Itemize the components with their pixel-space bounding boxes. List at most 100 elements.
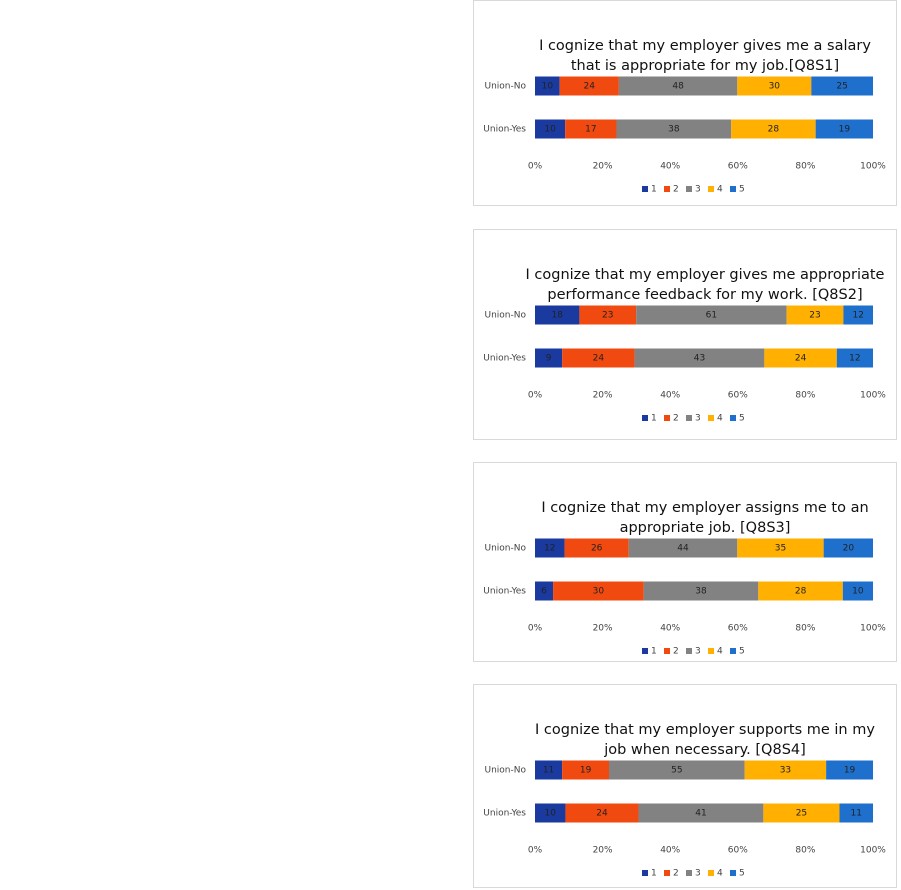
data-label: 6 xyxy=(541,587,547,597)
legend-label: 3 xyxy=(695,869,701,879)
data-label: 17 xyxy=(585,125,596,135)
legend-swatch xyxy=(664,648,670,654)
x-tick-label: 100% xyxy=(860,846,886,856)
data-label: 28 xyxy=(795,587,807,597)
data-label: 38 xyxy=(695,587,707,597)
bar-segment xyxy=(764,348,837,368)
legend-swatch xyxy=(686,648,692,654)
data-label: 11 xyxy=(851,809,862,819)
data-label: 12 xyxy=(849,354,860,364)
category-label: Union-No xyxy=(485,544,527,554)
legend-swatch xyxy=(642,186,648,192)
bar-segment xyxy=(535,76,560,96)
bar-segment xyxy=(562,760,610,780)
legend-swatch xyxy=(730,415,736,421)
legend-swatch xyxy=(642,648,648,654)
data-label: 24 xyxy=(593,354,605,364)
bar-segment xyxy=(559,76,619,96)
x-tick-label: 100% xyxy=(860,391,886,401)
legend-swatch xyxy=(642,415,648,421)
bar-segment xyxy=(579,305,637,325)
x-tick-label: 60% xyxy=(728,391,748,401)
x-tick-label: 40% xyxy=(660,624,680,634)
legend-swatch xyxy=(730,648,736,654)
legend-label: 5 xyxy=(739,869,745,879)
bar-segment xyxy=(553,581,644,601)
category-label: Union-No xyxy=(485,311,527,321)
legend-label: 3 xyxy=(695,185,701,195)
legend-swatch xyxy=(730,186,736,192)
category-label: Union-Yes xyxy=(483,809,526,819)
bar-segment xyxy=(737,76,812,96)
x-tick-label: 60% xyxy=(728,624,748,634)
bar-segment xyxy=(535,803,566,823)
legend-label: 3 xyxy=(695,647,701,657)
bar-segment xyxy=(638,803,764,823)
data-label: 25 xyxy=(836,82,847,92)
bar-segment xyxy=(826,760,873,780)
legend-swatch xyxy=(664,415,670,421)
x-tick-label: 80% xyxy=(795,162,815,172)
x-tick-label: 0% xyxy=(528,846,543,856)
legend-swatch xyxy=(686,415,692,421)
data-label: 10 xyxy=(852,587,864,597)
bar-segment xyxy=(839,803,873,823)
legend-label: 1 xyxy=(651,414,657,424)
bar-segment xyxy=(628,538,738,558)
data-label: 12 xyxy=(852,311,863,321)
legend-label: 4 xyxy=(717,647,723,657)
legend-swatch xyxy=(708,186,714,192)
data-label: 23 xyxy=(809,311,820,321)
data-label: 10 xyxy=(544,125,556,135)
data-label: 23 xyxy=(602,311,613,321)
category-label: Union-Yes xyxy=(483,587,526,597)
x-tick-label: 80% xyxy=(795,391,815,401)
legend-label: 4 xyxy=(717,185,723,195)
data-label: 30 xyxy=(593,587,605,597)
category-label: Union-Yes xyxy=(483,354,526,364)
data-label: 24 xyxy=(795,354,807,364)
data-label: 41 xyxy=(695,809,706,819)
bar-segment xyxy=(535,760,563,780)
category-label: Union-No xyxy=(485,82,527,92)
data-label: 48 xyxy=(672,82,684,92)
legend-label: 4 xyxy=(717,414,723,424)
x-tick-label: 60% xyxy=(728,162,748,172)
chart-box xyxy=(473,0,897,206)
chart-box xyxy=(473,462,897,662)
chart-box xyxy=(473,684,897,888)
x-tick-label: 20% xyxy=(593,391,613,401)
bar-segment xyxy=(609,760,745,780)
data-label: 61 xyxy=(706,311,717,321)
legend-swatch xyxy=(642,870,648,876)
x-tick-label: 60% xyxy=(728,846,748,856)
legend-label: 1 xyxy=(651,869,657,879)
bar-segment xyxy=(731,119,816,139)
legend-label: 2 xyxy=(673,647,679,657)
x-tick-label: 100% xyxy=(860,162,886,172)
chart-title: I cognize that my employer gives me a sa… xyxy=(539,38,871,74)
data-label: 25 xyxy=(796,809,807,819)
data-label: 10 xyxy=(542,82,554,92)
legend-swatch xyxy=(686,870,692,876)
legend-swatch xyxy=(664,870,670,876)
bar-segment xyxy=(618,76,738,96)
legend-swatch xyxy=(708,870,714,876)
bar-segment xyxy=(758,581,843,601)
data-label: 9 xyxy=(546,354,552,364)
data-label: 28 xyxy=(768,125,780,135)
bar-segment xyxy=(616,119,732,139)
data-label: 10 xyxy=(544,809,556,819)
data-label: 11 xyxy=(543,766,554,776)
x-tick-label: 20% xyxy=(593,162,613,172)
data-label: 19 xyxy=(844,766,856,776)
legend-label: 3 xyxy=(695,414,701,424)
category-label: Union-Yes xyxy=(483,125,526,135)
bar-segment xyxy=(535,305,580,325)
legend-swatch xyxy=(686,186,692,192)
data-label: 26 xyxy=(591,544,603,554)
legend-label: 2 xyxy=(673,185,679,195)
bar-segment xyxy=(842,581,873,601)
x-tick-label: 80% xyxy=(795,624,815,634)
